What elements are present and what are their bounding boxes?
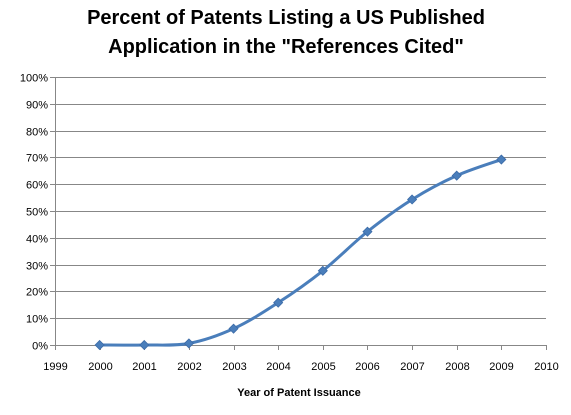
- y-tick-label: 30%: [26, 261, 48, 273]
- data-point-marker: [95, 341, 104, 350]
- data-point-marker: [184, 339, 193, 348]
- y-tick-label: 40%: [26, 234, 48, 246]
- data-point-marker: [497, 155, 506, 164]
- y-tick-label: 80%: [26, 127, 48, 139]
- x-tick-label: 2007: [400, 361, 424, 373]
- y-tick-label: 10%: [26, 314, 48, 326]
- data-point-marker: [452, 171, 461, 180]
- y-tick-label: 70%: [26, 153, 48, 165]
- y-tick-label: 50%: [26, 207, 48, 219]
- x-tick-label: 2000: [88, 361, 112, 373]
- y-tick-label: 20%: [26, 287, 48, 299]
- y-tick-label: 60%: [26, 180, 48, 192]
- x-tick-label: 2004: [266, 361, 290, 373]
- y-tick-label: 100%: [20, 73, 48, 85]
- axes: [50, 77, 547, 350]
- gridlines: [55, 78, 546, 319]
- series-line: [100, 160, 502, 346]
- x-tick-label: 1999: [43, 361, 67, 373]
- x-tick-label: 2009: [489, 361, 513, 373]
- x-tick-label: 2010: [534, 361, 558, 373]
- x-tick-label: 2008: [445, 361, 469, 373]
- tick-labels: 0% 10% 20% 30% 40% 50% 60% 70% 80% 90% 100% 1999 200…: [20, 73, 559, 374]
- chart-title-line-2: Application in the "References Cited": [108, 36, 464, 58]
- chart-title-line-1: Percent of Patents Listing a US Publishe…: [87, 7, 485, 29]
- x-axis-title: Year of Patent Issuance: [237, 387, 361, 399]
- x-tick-label: 2003: [222, 361, 246, 373]
- data-point-marker: [140, 341, 149, 350]
- y-tick-label: 90%: [26, 100, 48, 112]
- y-tick-label: 0%: [32, 341, 48, 353]
- x-tick-label: 2002: [177, 361, 201, 373]
- x-tick-label: 2006: [355, 361, 379, 373]
- x-tick-label: 2001: [132, 361, 156, 373]
- x-tick-label: 2005: [311, 361, 335, 373]
